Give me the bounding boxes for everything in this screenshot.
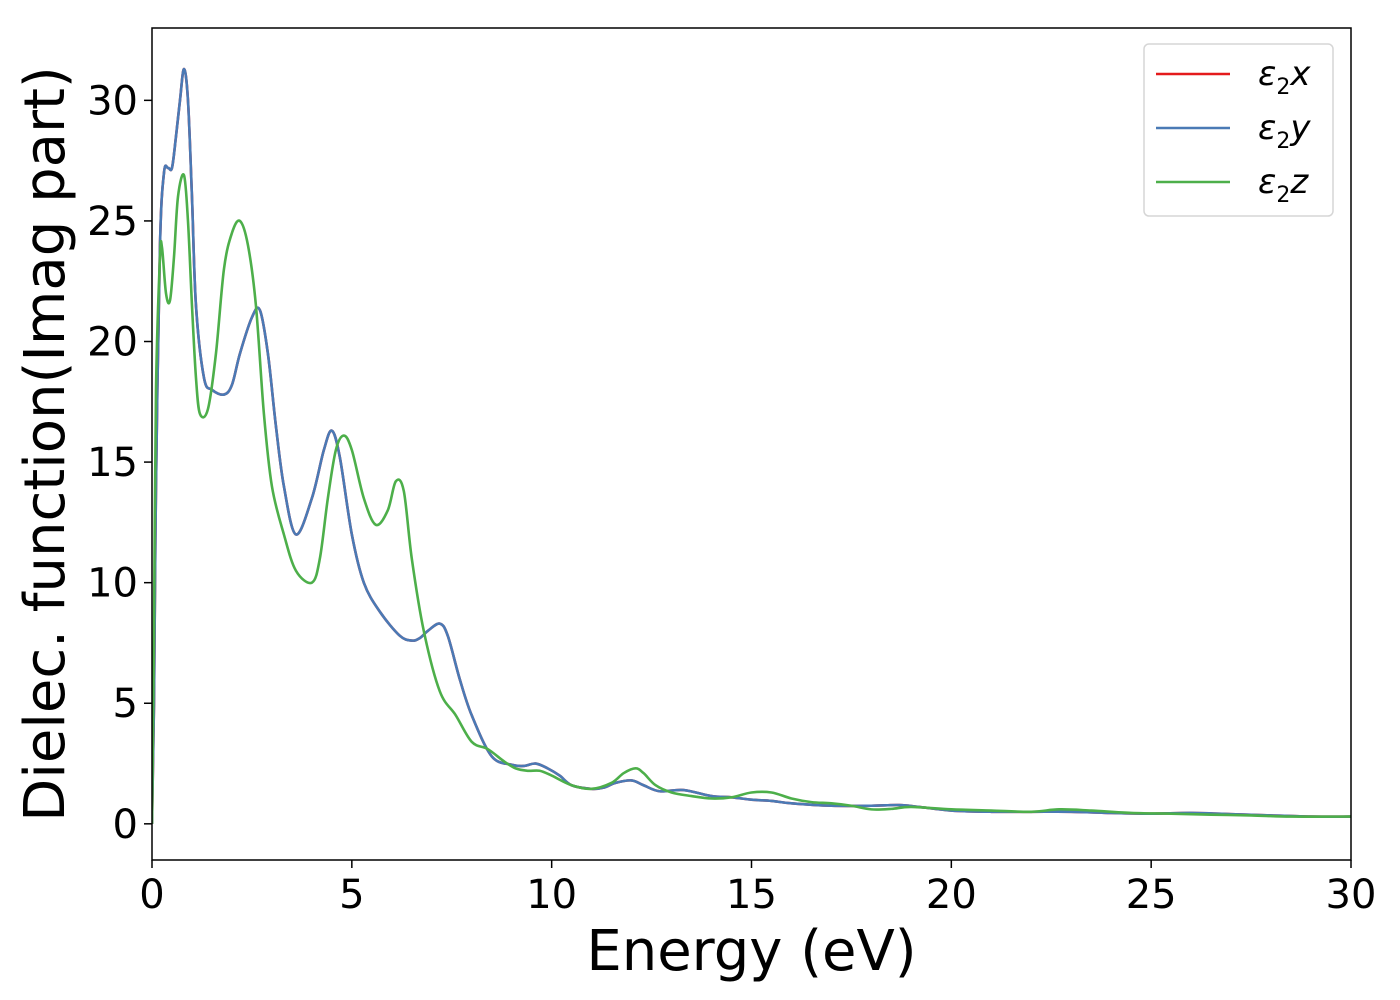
legend-label-sub: 2 <box>1276 75 1290 100</box>
x-tick-label: 25 <box>1126 872 1177 918</box>
legend-label-suffix: z <box>1289 162 1309 202</box>
y-axis-ticks: 0 5 10 15 20 25 30 <box>87 78 152 848</box>
y-tick-label: 25 <box>87 199 138 245</box>
legend-label-base: ε <box>1258 54 1276 94</box>
y-tick-label: 15 <box>87 440 138 486</box>
x-tick-label: 15 <box>726 872 777 918</box>
legend-label-base: ε <box>1258 162 1276 202</box>
x-tick-label: 30 <box>1326 872 1377 918</box>
series-line-y <box>152 67 1351 824</box>
legend-label: ε2y <box>1258 108 1311 154</box>
x-tick-label: 5 <box>339 872 364 918</box>
x-tick-label: 10 <box>526 872 577 918</box>
legend-label-base: ε <box>1258 108 1276 148</box>
legend-label-sub: 2 <box>1276 183 1290 208</box>
x-axis-label: Energy (eV) <box>586 919 916 984</box>
y-tick-label: 10 <box>87 561 138 607</box>
series-lines <box>152 67 1351 824</box>
x-axis-ticks: 0 5 10 15 20 25 30 <box>139 860 1376 918</box>
y-tick-label: 30 <box>87 78 138 124</box>
series-line-z <box>152 173 1351 824</box>
legend-box <box>1143 43 1334 217</box>
y-tick-label: 20 <box>87 320 138 366</box>
legend-label: ε2x <box>1258 54 1311 100</box>
x-tick-label: 0 <box>139 872 164 918</box>
y-tick-label: 0 <box>113 802 138 848</box>
x-tick-label: 20 <box>926 872 977 918</box>
legend-label: ε2z <box>1258 162 1309 208</box>
y-axis-label: Dielec. function(Imag part) <box>13 66 78 822</box>
legend-label-suffix: x <box>1289 54 1311 94</box>
y-tick-label: 5 <box>113 681 138 727</box>
legend-label-suffix: y <box>1289 108 1311 148</box>
legend-label-sub: 2 <box>1276 129 1290 154</box>
